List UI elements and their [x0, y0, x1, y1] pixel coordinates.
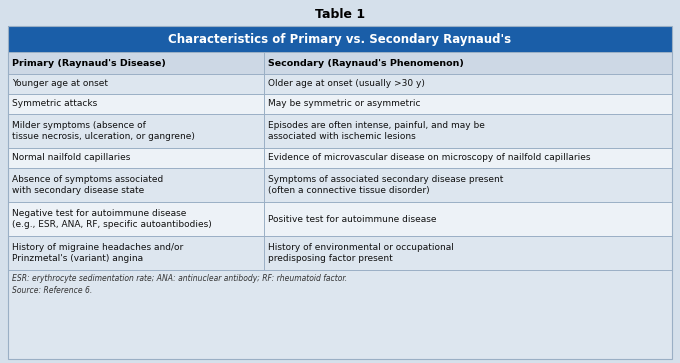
Text: Secondary (Raynaud's Phenomenon): Secondary (Raynaud's Phenomenon) [268, 58, 464, 68]
Text: Evidence of microvascular disease on microscopy of nailfold capillaries: Evidence of microvascular disease on mic… [268, 154, 590, 163]
Bar [8, 270, 672, 359]
Text: Older age at onset (usually >30 y): Older age at onset (usually >30 y) [268, 79, 424, 89]
Text: May be symmetric or asymmetric: May be symmetric or asymmetric [268, 99, 420, 109]
Bar [8, 52, 672, 74]
Text: Milder symptoms (absence of
tissue necrosis, ulceration, or gangrene): Milder symptoms (absence of tissue necro… [12, 121, 195, 141]
Text: Younger age at onset: Younger age at onset [12, 79, 108, 89]
Text: Absence of symptoms associated
with secondary disease state: Absence of symptoms associated with seco… [12, 175, 163, 195]
Bar [8, 168, 672, 202]
Text: Table 1: Table 1 [315, 8, 365, 21]
Text: History of migraine headaches and/or
Prinzmetal's (variant) angina: History of migraine headaches and/or Pri… [12, 243, 183, 263]
Bar [8, 148, 672, 168]
Text: Primary (Raynaud's Disease): Primary (Raynaud's Disease) [12, 58, 166, 68]
Text: ESR: erythrocyte sedimentation rate; ANA: antinuclear antibody; RF: rheumatoid f: ESR: erythrocyte sedimentation rate; ANA… [12, 274, 347, 295]
Bar [8, 114, 672, 148]
Bar [8, 236, 672, 270]
Text: Negative test for autoimmune disease
(e.g., ESR, ANA, RF, specific autoantibodie: Negative test for autoimmune disease (e.… [12, 209, 211, 229]
Bar [8, 202, 672, 236]
Bar [8, 74, 672, 94]
Text: Episodes are often intense, painful, and may be
associated with ischemic lesions: Episodes are often intense, painful, and… [268, 121, 485, 141]
Bar [8, 94, 672, 114]
Bar [8, 26, 672, 52]
Text: Symmetric attacks: Symmetric attacks [12, 99, 97, 109]
Text: History of environmental or occupational
predisposing factor present: History of environmental or occupational… [268, 243, 454, 263]
Text: Positive test for autoimmune disease: Positive test for autoimmune disease [268, 215, 436, 224]
Text: Normal nailfold capillaries: Normal nailfold capillaries [12, 154, 131, 163]
Text: Characteristics of Primary vs. Secondary Raynaud's: Characteristics of Primary vs. Secondary… [169, 33, 511, 45]
Text: Symptoms of associated secondary disease present
(often a connective tissue diso: Symptoms of associated secondary disease… [268, 175, 503, 195]
